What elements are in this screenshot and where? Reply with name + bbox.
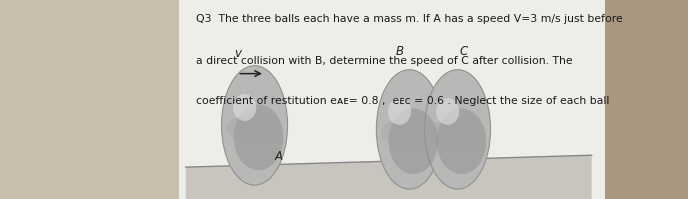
- Ellipse shape: [431, 152, 484, 163]
- Text: Q3  The three balls each have a mass m. If A has a speed V=3 m/s just before: Q3 The three balls each have a mass m. I…: [196, 14, 623, 24]
- Polygon shape: [186, 155, 592, 199]
- Ellipse shape: [389, 108, 438, 174]
- Ellipse shape: [226, 113, 283, 143]
- Ellipse shape: [381, 117, 438, 147]
- Ellipse shape: [436, 98, 459, 125]
- Ellipse shape: [383, 153, 436, 164]
- Ellipse shape: [222, 66, 288, 185]
- Text: coefficient of restitution eᴀᴇ= 0.8 ,  eᴇc = 0.6 . Neglect the size of each ball: coefficient of restitution eᴀᴇ= 0.8 , eᴇ…: [196, 96, 610, 105]
- Ellipse shape: [388, 98, 411, 125]
- Bar: [605, 0, 688, 199]
- Text: A: A: [275, 150, 282, 163]
- Ellipse shape: [376, 70, 442, 189]
- Ellipse shape: [234, 104, 283, 170]
- Ellipse shape: [437, 108, 486, 174]
- Bar: [0, 0, 179, 199]
- Ellipse shape: [429, 117, 486, 147]
- Ellipse shape: [233, 94, 256, 121]
- Bar: [179, 0, 605, 199]
- Text: v: v: [234, 47, 241, 60]
- Ellipse shape: [228, 158, 281, 169]
- Text: C: C: [460, 45, 469, 58]
- Text: a direct collision with B, determine the speed of C after collision. The: a direct collision with B, determine the…: [196, 56, 572, 66]
- Text: B: B: [396, 45, 403, 58]
- Ellipse shape: [424, 70, 491, 189]
